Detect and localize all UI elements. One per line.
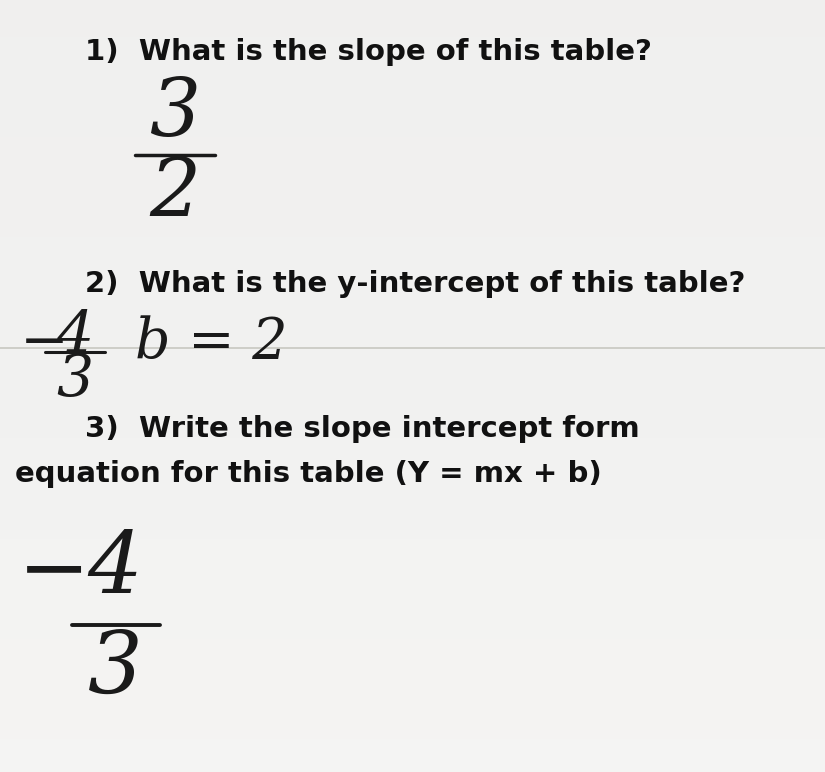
Text: b = 2: b = 2	[135, 315, 287, 370]
Text: 4: 4	[87, 528, 143, 611]
Text: 4: 4	[56, 308, 93, 364]
Text: 3)  Write the slope intercept form: 3) Write the slope intercept form	[85, 415, 639, 443]
Text: 3: 3	[56, 352, 93, 408]
Text: 2: 2	[149, 155, 200, 232]
Text: 3: 3	[87, 628, 143, 711]
Text: −: −	[18, 530, 90, 613]
Text: equation for this table (Y = mx + b): equation for this table (Y = mx + b)	[15, 460, 601, 488]
Text: −: −	[20, 315, 68, 371]
Text: 1)  What is the slope of this table?: 1) What is the slope of this table?	[85, 38, 652, 66]
Text: 3: 3	[149, 75, 200, 153]
Text: 2)  What is the y-intercept of this table?: 2) What is the y-intercept of this table…	[85, 270, 745, 298]
